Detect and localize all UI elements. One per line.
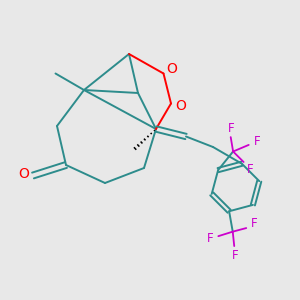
- Text: F: F: [227, 122, 234, 135]
- Text: F: F: [207, 232, 213, 245]
- Text: F: F: [232, 249, 238, 262]
- Text: F: F: [247, 163, 253, 176]
- Text: F: F: [251, 217, 258, 230]
- Text: F: F: [254, 135, 260, 148]
- Text: O: O: [19, 167, 29, 181]
- Text: O: O: [167, 62, 177, 76]
- Text: O: O: [175, 99, 186, 113]
